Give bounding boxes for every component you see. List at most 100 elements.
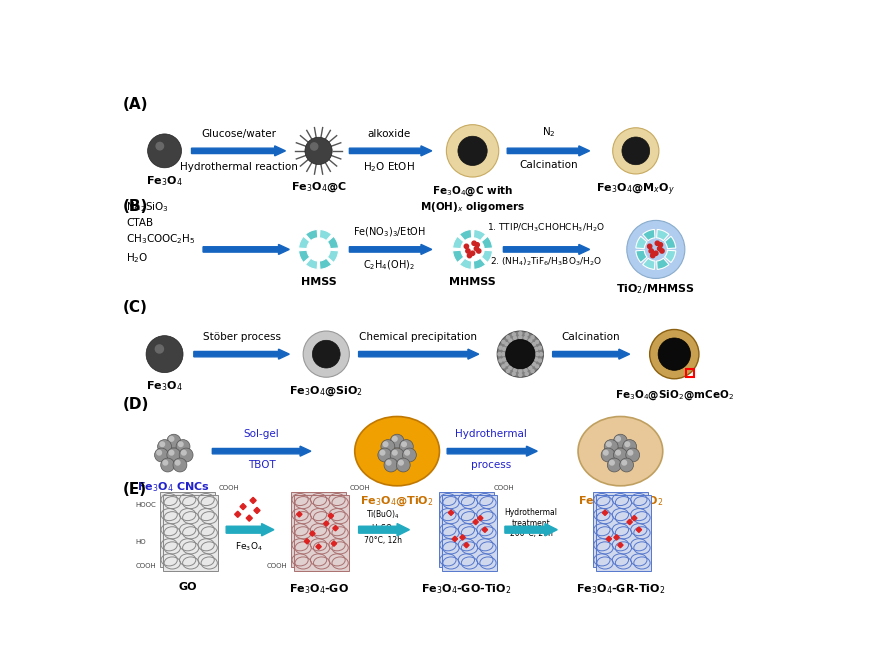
Circle shape bbox=[146, 336, 183, 373]
Circle shape bbox=[649, 249, 653, 253]
Bar bbox=[294, 495, 349, 570]
Circle shape bbox=[525, 372, 528, 375]
FancyArrow shape bbox=[349, 146, 432, 156]
Text: TiO$_2$/MHMSS: TiO$_2$/MHMSS bbox=[616, 282, 695, 296]
Polygon shape bbox=[632, 515, 637, 521]
Circle shape bbox=[539, 353, 543, 356]
Polygon shape bbox=[636, 527, 642, 532]
Circle shape bbox=[519, 332, 522, 335]
Circle shape bbox=[539, 359, 541, 362]
Text: (C): (C) bbox=[123, 300, 148, 315]
Wedge shape bbox=[473, 230, 486, 241]
Circle shape bbox=[467, 253, 472, 258]
Circle shape bbox=[474, 247, 479, 250]
Circle shape bbox=[169, 436, 174, 441]
Circle shape bbox=[535, 358, 538, 361]
Text: Fe$_3$O$_4$@SiO$_2$@mCeO$_2$: Fe$_3$O$_4$@SiO$_2$@mCeO$_2$ bbox=[615, 388, 734, 402]
Circle shape bbox=[539, 346, 541, 349]
Text: N$_2$: N$_2$ bbox=[542, 126, 555, 139]
Polygon shape bbox=[331, 541, 337, 546]
Text: (D): (D) bbox=[123, 397, 150, 412]
Bar bbox=[442, 495, 497, 570]
Wedge shape bbox=[636, 250, 647, 262]
Circle shape bbox=[502, 347, 506, 351]
Text: COOH: COOH bbox=[218, 485, 239, 490]
Circle shape bbox=[156, 345, 164, 353]
Polygon shape bbox=[246, 515, 253, 521]
Wedge shape bbox=[305, 230, 318, 241]
Circle shape bbox=[477, 249, 480, 253]
Circle shape bbox=[610, 460, 614, 465]
Circle shape bbox=[502, 340, 505, 343]
FancyArrow shape bbox=[553, 349, 630, 359]
FancyArrow shape bbox=[194, 349, 290, 359]
Text: GO: GO bbox=[179, 582, 197, 592]
Circle shape bbox=[524, 369, 527, 371]
FancyArrow shape bbox=[359, 524, 409, 536]
Circle shape bbox=[536, 365, 539, 368]
Circle shape bbox=[446, 125, 499, 177]
Polygon shape bbox=[235, 511, 241, 517]
Polygon shape bbox=[333, 525, 338, 531]
Circle shape bbox=[509, 339, 512, 342]
Circle shape bbox=[622, 460, 627, 465]
Polygon shape bbox=[250, 497, 256, 504]
Bar bbox=[596, 495, 651, 570]
Text: Fe$_3$O$_4$ CNCs: Fe$_3$O$_4$ CNCs bbox=[137, 481, 210, 494]
Wedge shape bbox=[642, 258, 655, 269]
Polygon shape bbox=[460, 535, 466, 540]
Text: Calcination: Calcination bbox=[561, 332, 620, 342]
Circle shape bbox=[649, 330, 699, 379]
Circle shape bbox=[381, 439, 395, 453]
Wedge shape bbox=[459, 258, 472, 269]
Circle shape bbox=[613, 448, 627, 462]
FancyArrow shape bbox=[507, 146, 590, 156]
Circle shape bbox=[384, 458, 398, 472]
Circle shape bbox=[400, 439, 414, 453]
Polygon shape bbox=[240, 504, 246, 509]
FancyArrow shape bbox=[503, 245, 590, 254]
Circle shape bbox=[536, 353, 539, 356]
Circle shape bbox=[176, 439, 190, 453]
Circle shape bbox=[458, 136, 488, 165]
Circle shape bbox=[163, 460, 168, 465]
Circle shape bbox=[392, 436, 397, 441]
Text: Fe$_3$O$_4$: Fe$_3$O$_4$ bbox=[146, 174, 183, 188]
Circle shape bbox=[378, 448, 392, 462]
Text: Fe$_3$O$_4$@SiO$_2$: Fe$_3$O$_4$@SiO$_2$ bbox=[290, 385, 363, 398]
Circle shape bbox=[607, 458, 621, 472]
Text: Fe$_3$O$_4$@C: Fe$_3$O$_4$@C bbox=[290, 180, 347, 194]
Circle shape bbox=[155, 448, 168, 462]
Circle shape bbox=[507, 370, 510, 373]
Wedge shape bbox=[319, 258, 332, 269]
Circle shape bbox=[386, 460, 391, 465]
Text: (E): (E) bbox=[123, 482, 147, 497]
Ellipse shape bbox=[578, 417, 663, 486]
Text: process: process bbox=[471, 460, 511, 470]
Polygon shape bbox=[328, 513, 334, 519]
Circle shape bbox=[604, 451, 608, 455]
Text: H$_2$O EtOH: H$_2$O EtOH bbox=[363, 160, 415, 174]
Circle shape bbox=[627, 220, 685, 279]
Polygon shape bbox=[473, 519, 479, 525]
Circle shape bbox=[531, 336, 534, 339]
Wedge shape bbox=[452, 236, 464, 249]
Circle shape bbox=[502, 365, 505, 368]
Text: COOH: COOH bbox=[267, 563, 287, 569]
Circle shape bbox=[399, 460, 403, 465]
Polygon shape bbox=[316, 544, 321, 549]
Circle shape bbox=[605, 439, 618, 453]
Circle shape bbox=[626, 448, 640, 462]
Text: Hydrothermal reaction: Hydrothermal reaction bbox=[180, 162, 297, 171]
FancyArrow shape bbox=[226, 524, 274, 536]
Wedge shape bbox=[327, 250, 339, 262]
Wedge shape bbox=[459, 230, 472, 241]
Text: Fe$_3$O$_4$: Fe$_3$O$_4$ bbox=[146, 379, 183, 392]
Polygon shape bbox=[448, 510, 454, 515]
FancyArrow shape bbox=[447, 446, 538, 456]
Circle shape bbox=[625, 442, 629, 447]
Circle shape bbox=[405, 451, 409, 455]
Text: (B): (B) bbox=[123, 199, 149, 214]
Wedge shape bbox=[298, 250, 310, 262]
Circle shape bbox=[536, 340, 539, 343]
